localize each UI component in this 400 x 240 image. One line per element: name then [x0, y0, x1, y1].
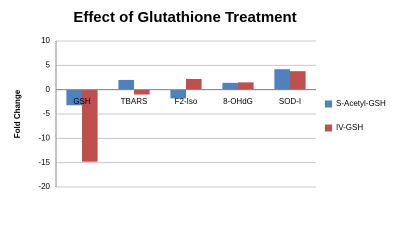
- y-tick-label: -20: [38, 182, 50, 191]
- legend-label: IV-GSH: [336, 123, 363, 132]
- bar: [134, 89, 150, 95]
- legend-label: S-Acetyl-GSH: [336, 99, 386, 108]
- chart: Effect of Glutathione Treatment Fold Cha…: [13, 9, 386, 191]
- y-tick-label: -10: [38, 133, 50, 142]
- y-tick-label: -15: [38, 158, 50, 167]
- chart-title: Effect of Glutathione Treatment: [73, 9, 296, 26]
- x-tick-label: 8-OHdG: [223, 97, 253, 106]
- y-tick-label: 5: [46, 60, 51, 69]
- y-tick-label: -5: [43, 109, 51, 118]
- x-tick-label: SOD-I: [279, 97, 301, 106]
- x-tick-label: TBARS: [121, 97, 148, 106]
- bar: [290, 71, 306, 90]
- bar: [170, 89, 186, 99]
- x-tick-label: F2-Iso: [175, 97, 198, 106]
- y-tick-label: 0: [46, 85, 51, 94]
- bar: [274, 69, 290, 90]
- bar: [118, 79, 134, 90]
- bar: [66, 89, 82, 106]
- y-axis-label: Fold Change: [13, 89, 22, 138]
- x-tick-label: GSH: [73, 97, 91, 106]
- legend-swatch: [325, 124, 332, 132]
- bar: [186, 78, 202, 90]
- bar: [238, 82, 254, 90]
- bar: [222, 82, 238, 90]
- y-tick-label: 10: [41, 36, 50, 45]
- legend-swatch: [325, 100, 332, 108]
- bar: [82, 89, 98, 162]
